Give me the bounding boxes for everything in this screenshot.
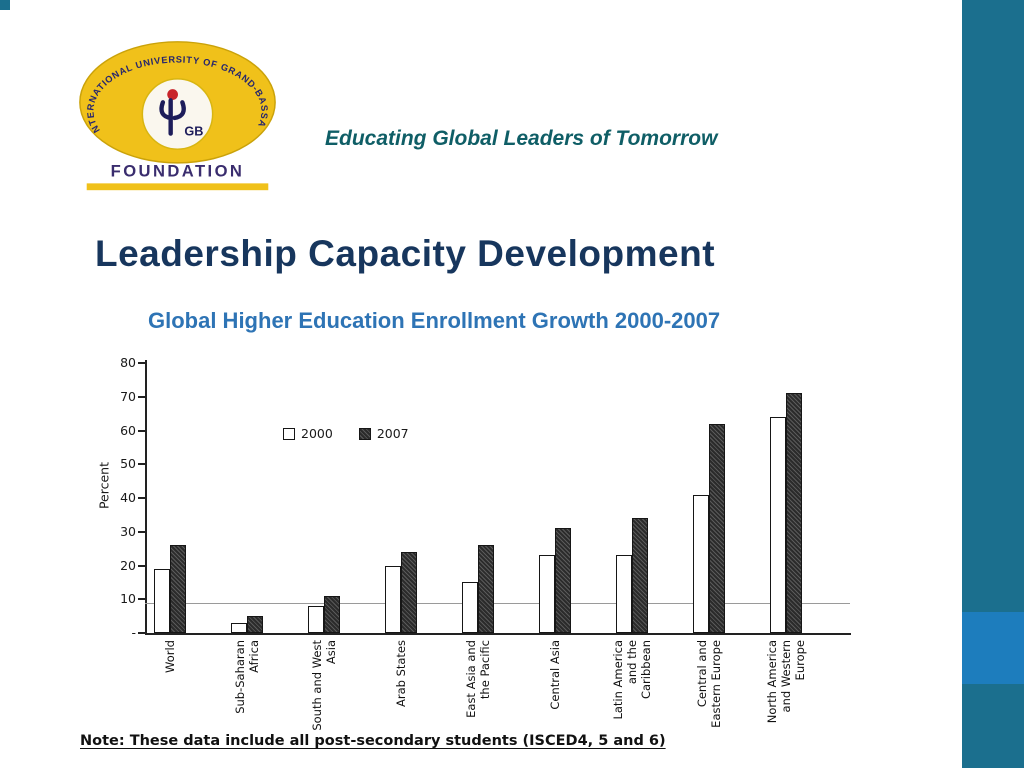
logo-graphic: INTERNATIONAL UNIVERSITY OF GRAND-BASSAM… [71, 30, 276, 191]
right-band [962, 0, 1024, 768]
y-axis-line [145, 360, 147, 634]
category-label: Central and Eastern Europe [695, 640, 723, 728]
y-tick-label: 60 [120, 422, 136, 438]
y-tick-mark [138, 632, 145, 634]
category-label: North America and Western Europe [765, 640, 807, 724]
bar-2007-group1 [170, 545, 186, 633]
bar-2000-group2 [231, 622, 247, 633]
y-tick-label: 30 [120, 523, 136, 539]
bar-2007-group5 [478, 545, 494, 633]
bar-2007-group7 [632, 518, 648, 633]
bar-2007-group8 [709, 423, 725, 633]
bar-2000-group3 [308, 606, 324, 633]
y-tick-mark [138, 395, 145, 398]
y-tick-mark [138, 598, 145, 601]
bar-2000-group7 [616, 555, 632, 633]
y-tick-label: 40 [120, 490, 136, 505]
legend-item-2007: 2007 [358, 426, 409, 441]
bar-2000-group5 [462, 582, 478, 633]
band-accent-rect [962, 612, 1024, 684]
bar-chart: Percent 2000 2007 80 70 60 50 40 30 20 10- World… [80, 348, 875, 755]
legend-swatch-2000 [283, 427, 295, 440]
bar-2007-group9 [786, 393, 802, 633]
y-tick-mark [138, 497, 145, 499]
university-logo: INTERNATIONAL UNIVERSITY OF GRAND-BASSAM… [71, 30, 280, 196]
y-tick-label: 50 [120, 456, 136, 472]
bar-2000-group6 [539, 555, 555, 633]
logo-foundation-text: FOUNDATION [111, 162, 245, 181]
y-tick-label: - [131, 625, 136, 640]
bar-2000-group9 [770, 417, 786, 633]
legend-item-2000: 2000 [283, 426, 333, 441]
logo-underline-bar [86, 183, 269, 191]
bar-2007-group3 [324, 595, 340, 633]
bar-2007-group4 [401, 552, 417, 633]
legend-label-2007: 2007 [376, 426, 409, 441]
y-tick-label: 20 [120, 557, 136, 573]
page-title: Leadership Capacity Development [95, 233, 716, 274]
chart-title: Global Higher Education Enrollment Growt… [148, 308, 721, 333]
reference-line [145, 602, 850, 604]
y-tick-mark [138, 463, 145, 466]
y-tick-mark [138, 362, 145, 364]
corner-accent [0, 0, 10, 10]
legend-label-2000: 2000 [301, 426, 333, 441]
bar-2000-group8 [693, 494, 709, 633]
bar-2000-group4 [385, 565, 401, 633]
chart-legend: 2000 2007 [283, 426, 409, 441]
x-axis-line [145, 633, 851, 635]
y-tick-label: 80 [120, 355, 136, 370]
y-tick-mark [138, 429, 145, 432]
bar-2000-group1 [154, 568, 170, 633]
y-tick-label: 10 [120, 591, 136, 607]
chart-plot: 2000 2007 80 70 60 50 40 30 20 10- World Sub-Saha… [80, 348, 875, 755]
footnote: Note: These data include all post-second… [80, 733, 666, 749]
logo-figure-icon [159, 89, 186, 136]
y-tick-mark [138, 530, 145, 533]
logo-monogram: GB [184, 125, 203, 139]
tagline: Educating Global Leaders of Tomorrow [325, 127, 718, 150]
y-tick-label: 70 [120, 388, 136, 404]
bar-2007-group2 [247, 616, 263, 633]
y-tick-mark [138, 564, 145, 567]
legend-swatch-2007 [358, 427, 371, 440]
logo-inner-circle [141, 78, 214, 150]
bar-2007-group6 [555, 528, 571, 633]
